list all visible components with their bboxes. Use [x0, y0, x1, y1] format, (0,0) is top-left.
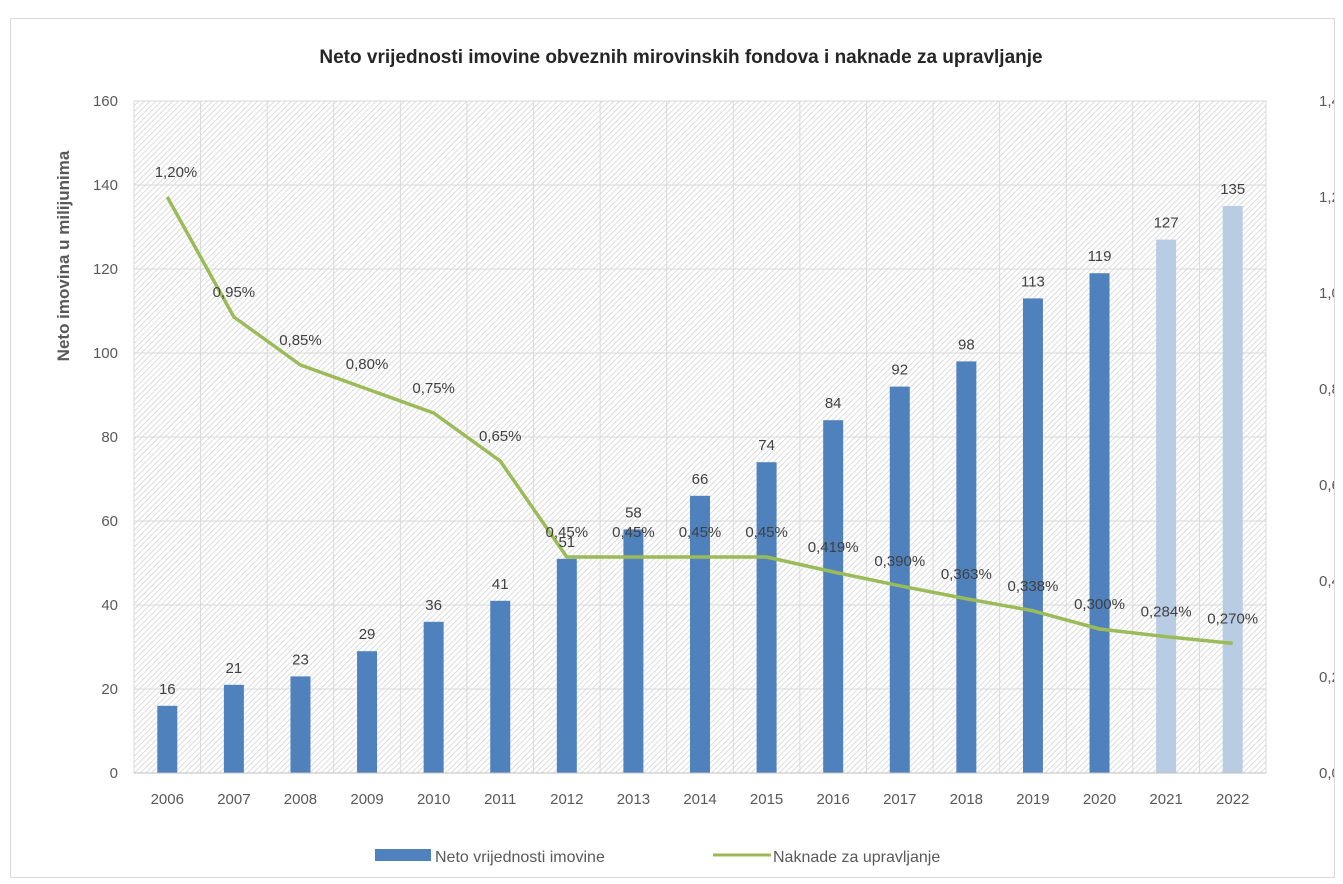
legend-swatch-bar	[375, 849, 431, 861]
line-data-label: 0,45%	[679, 524, 722, 541]
bar-data-label: 51	[558, 534, 575, 551]
line-data-label: 0,300%	[1074, 596, 1125, 613]
bar	[690, 495, 710, 773]
x-tick-label: 2011	[484, 791, 516, 808]
bar	[1089, 273, 1110, 773]
line-series	[165, 196, 1233, 646]
line-data-label: 0,85%	[279, 332, 322, 349]
line-data-label: 0,419%	[808, 539, 859, 556]
bar-data-label: 36	[425, 597, 442, 614]
line-data-label: 0,80%	[346, 356, 389, 373]
x-tick-label: 2020	[1083, 791, 1116, 808]
x-tick-label: 2006	[151, 791, 184, 808]
bar	[623, 529, 644, 773]
line-data-label: 0,45%	[546, 524, 589, 541]
x-tick-label: 2007	[217, 791, 250, 808]
bar	[157, 705, 178, 773]
bar	[556, 558, 577, 773]
bar-data-label: 23	[292, 651, 309, 668]
bar	[290, 676, 311, 773]
bar	[490, 600, 511, 773]
line-data-label: 0,95%	[213, 284, 256, 301]
y2-tick-label: 0,40%	[1319, 573, 1334, 590]
bar-data-label: 41	[492, 576, 509, 593]
x-tick-label: 2012	[550, 791, 583, 808]
bar-data-label: 119	[1088, 248, 1112, 265]
x-tick-label: 2021	[1149, 791, 1182, 808]
bar	[756, 462, 777, 773]
bar-data-label: 135	[1220, 181, 1245, 198]
bar	[889, 386, 910, 773]
y-tick-label: 20	[101, 681, 118, 698]
y2-tick-label: 1,40%	[1319, 93, 1334, 110]
data-labels: 16 21 23 29 36 41 51 58 66 74 84 92 98 113 119 127 135 1,…	[155, 164, 1258, 698]
y-tick-label: 60	[101, 513, 118, 530]
bar-data-label: 127	[1154, 215, 1179, 232]
y-tick-label: 80	[101, 429, 118, 446]
y2-tick-label: 0,20%	[1319, 669, 1334, 686]
fee-line	[165, 196, 1233, 646]
bar	[956, 361, 977, 773]
y-tick-label: 100	[93, 345, 118, 362]
bar	[423, 621, 444, 773]
x-tick-label: 2014	[683, 791, 716, 808]
x-tick-label: 2017	[883, 791, 916, 808]
x-tick-label: 2019	[1016, 791, 1049, 808]
y-tick-label: 0	[110, 765, 118, 782]
y-tick-label: 40	[101, 597, 118, 614]
x-tick-label: 2013	[617, 791, 650, 808]
bar	[1222, 206, 1243, 773]
line-data-label: 0,45%	[745, 524, 788, 541]
y2-tick-label: 0,80%	[1319, 381, 1334, 398]
y2-tick-label: 0,00%	[1319, 765, 1334, 782]
x-tick-label: 2008	[284, 791, 317, 808]
bar-series	[157, 206, 1243, 774]
combo-chart: Neto vrijednosti imovine obveznih mirovi…	[54, 47, 1334, 866]
chart-title: Neto vrijednosti imovine obveznih mirovi…	[319, 47, 1042, 68]
bar-data-label: 29	[359, 626, 376, 643]
bar	[223, 684, 244, 773]
chart-frame: Neto vrijednosti imovine obveznih mirovi…	[10, 18, 1335, 878]
legend: Neto vrijednosti imovine Naknade za upra…	[375, 849, 940, 866]
bar-data-label: 21	[226, 660, 243, 677]
x-tick-label: 2015	[750, 791, 783, 808]
bar-data-label: 66	[692, 471, 709, 488]
x-tick-label: 2016	[816, 791, 849, 808]
line-data-label: 1,20%	[155, 164, 198, 181]
bar-data-label: 92	[891, 362, 908, 379]
bar-data-label: 84	[825, 395, 842, 412]
y-tick-label: 160	[93, 93, 118, 110]
y-axis-title: Neto imovina u milijunima	[54, 150, 73, 361]
legend-label-line: Naknade za upravljanje	[773, 849, 940, 866]
bar	[357, 651, 378, 773]
y-tick-label: 120	[93, 261, 118, 278]
bar-data-label: 74	[758, 437, 775, 454]
y-tick-label: 140	[93, 177, 118, 194]
line-data-label: 0,338%	[1008, 578, 1059, 595]
axes: 0 20 40 60 80 100 120 140 160 0,00% 0,20% 0,40% 0,60…	[93, 93, 1334, 808]
y2-tick-label: 1,00%	[1319, 285, 1334, 302]
x-tick-label: 2009	[350, 791, 383, 808]
line-data-label: 0,75%	[412, 380, 455, 397]
bar	[823, 420, 844, 773]
y2-tick-label: 0,60%	[1319, 477, 1334, 494]
line-data-label: 0,390%	[874, 553, 925, 570]
line-data-label: 0,363%	[941, 566, 992, 583]
x-tick-label: 2018	[950, 791, 983, 808]
bar-data-label: 16	[159, 681, 176, 698]
bar-data-label: 98	[958, 336, 975, 353]
line-data-label: 0,45%	[612, 524, 655, 541]
bar-data-label: 58	[625, 504, 642, 521]
bar	[1022, 298, 1043, 773]
bar-data-label: 113	[1021, 273, 1045, 290]
x-tick-label: 2010	[417, 791, 450, 808]
line-data-label: 0,284%	[1141, 604, 1192, 621]
y2-tick-label: 1,20%	[1319, 189, 1334, 206]
legend-label-bar: Neto vrijednosti imovine	[435, 849, 605, 866]
x-tick-label: 2022	[1216, 791, 1249, 808]
bar	[1156, 239, 1177, 774]
line-data-label: 0,270%	[1207, 610, 1258, 627]
line-data-label: 0,65%	[479, 428, 522, 445]
